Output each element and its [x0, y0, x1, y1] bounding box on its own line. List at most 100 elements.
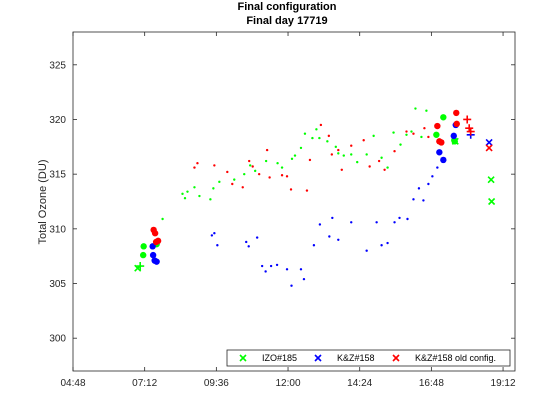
data-point-plus-marker — [136, 262, 145, 271]
data-point-small — [318, 223, 322, 226]
data-point-small — [275, 263, 279, 267]
data-point-small — [328, 235, 331, 238]
data-point-small — [319, 123, 323, 127]
data-point-small — [375, 221, 378, 224]
data-point-small — [392, 131, 395, 134]
data-point-small — [265, 148, 269, 152]
data-point-summary — [153, 258, 160, 265]
data-point-small — [380, 156, 383, 159]
data-point-small — [365, 249, 368, 252]
data-point-small — [422, 199, 425, 202]
data-point-summary — [434, 122, 441, 130]
data-point-small — [245, 240, 248, 244]
x-tick-label: 07:12 — [132, 378, 157, 389]
legend: IZO#185 K&Z#158 K&Z#158 old config. — [226, 349, 511, 367]
data-point-small — [193, 166, 196, 169]
legend-marker — [392, 354, 400, 362]
axis-tick-labels: 04:48 07:12 09:36 12:00 14:24 16:48 19:12 300 30… — [49, 60, 516, 389]
plot-area — [72, 31, 516, 372]
data-point-x-marker — [485, 138, 493, 147]
data-point-small — [268, 176, 271, 179]
data-point-small — [248, 164, 252, 167]
data-point-small — [362, 139, 365, 142]
data-point-small — [299, 146, 303, 150]
data-point-small — [337, 238, 340, 241]
data-point-small — [412, 132, 415, 135]
data-point-small — [399, 143, 402, 146]
data-point-small — [356, 160, 359, 164]
legend-entry: IZO#185 — [239, 353, 297, 363]
data-point-small — [243, 172, 246, 176]
axis-ticks — [72, 32, 515, 371]
data-point-small — [337, 148, 340, 152]
data-point-small — [196, 162, 199, 165]
data-point-small — [326, 140, 329, 143]
data-point-x-marker — [487, 176, 495, 184]
data-point-small — [377, 159, 381, 163]
data-point-small — [260, 264, 264, 268]
data-point-small — [302, 277, 306, 281]
data-point-small — [213, 164, 216, 167]
data-point-summary — [154, 237, 162, 245]
data-point-summary — [436, 149, 443, 156]
data-point-summary — [450, 132, 457, 140]
data-point-small — [212, 187, 215, 190]
data-point-small — [398, 216, 401, 220]
data-point-summary — [438, 139, 445, 146]
data-point-summary — [149, 243, 156, 250]
data-point-small — [161, 217, 164, 221]
data-point-summary — [440, 114, 447, 121]
data-point-small — [293, 154, 297, 157]
data-point-x-marker — [451, 137, 459, 145]
data-point-small — [406, 217, 409, 221]
data-point-small — [198, 194, 201, 198]
legend-entry: K&Z#158 old config. — [392, 353, 496, 363]
data-point-small — [285, 175, 289, 178]
y-tick-label: 300 — [49, 334, 66, 345]
data-point-small — [269, 264, 273, 268]
data-point-plus-marker — [466, 127, 475, 136]
data-point-small — [436, 166, 439, 169]
data-point-small — [247, 245, 250, 248]
data-point-small — [218, 180, 221, 184]
data-point-small — [350, 153, 353, 156]
data-point-small — [337, 152, 340, 155]
data-point-small — [420, 135, 423, 139]
series-2 — [150, 109, 493, 246]
chart-title: Final configuration — [238, 1, 337, 13]
data-point-small — [383, 168, 386, 171]
data-point-small — [186, 190, 189, 193]
data-point-small — [181, 192, 184, 196]
data-point-x-marker — [485, 144, 493, 152]
data-point-small — [308, 158, 312, 162]
legend-box — [226, 349, 511, 367]
data-point-small — [350, 221, 353, 224]
data-point-summary — [139, 251, 147, 259]
data-point-small — [312, 244, 316, 247]
data-point-x-marker — [488, 197, 496, 206]
data-point-summary — [453, 120, 460, 128]
data-point-small — [226, 170, 229, 174]
data-point-summary — [433, 131, 440, 138]
x-tick-label: 09:36 — [204, 378, 229, 389]
data-point-small — [318, 136, 321, 140]
legend-entry: K&Z#158 — [314, 353, 375, 363]
data-point-small — [255, 236, 259, 239]
y-axis-label: Total Ozone (DU) — [37, 160, 49, 245]
data-point-small — [233, 178, 236, 181]
data-point-small — [213, 232, 216, 235]
data-point-small — [285, 268, 289, 271]
data-point-small — [427, 135, 430, 139]
x-tick-label: 16:48 — [419, 378, 444, 389]
legend-label: IZO#185 — [262, 353, 297, 363]
data-point-summary — [151, 230, 159, 237]
data-point-small — [210, 234, 214, 237]
data-point-small — [290, 157, 294, 161]
data-point-summary — [140, 243, 147, 250]
data-point-small — [350, 144, 353, 147]
data-point-small — [257, 172, 261, 176]
data-marks — [134, 107, 496, 287]
x-tick-label: 14:24 — [347, 378, 372, 389]
